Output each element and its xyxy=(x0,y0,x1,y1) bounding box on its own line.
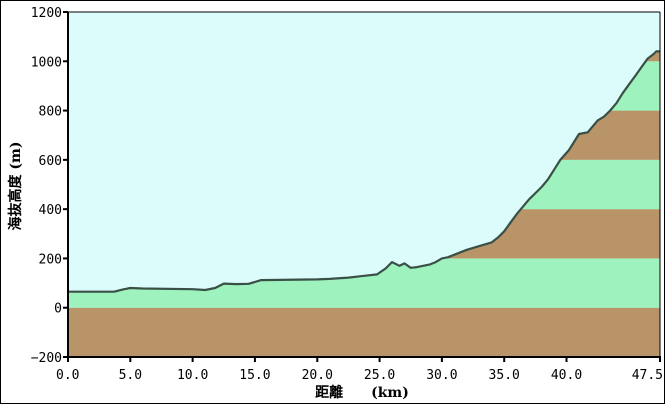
x-tick-label: 5.0 xyxy=(119,368,142,383)
x-axis-title: 距離 (km) xyxy=(315,384,409,401)
x-tick-label: 35.0 xyxy=(489,368,520,383)
y-axis-title: 海抜高度 (m) xyxy=(7,142,24,231)
axes xyxy=(67,11,661,358)
y-tick-label: 400 xyxy=(39,203,62,218)
x-tick-label: 30.0 xyxy=(426,368,457,383)
x-tick-label: 25.0 xyxy=(364,368,395,383)
x-tick-label: 20.0 xyxy=(302,368,333,383)
elevation-profile-line xyxy=(68,50,660,293)
y-tick-label: 800 xyxy=(39,105,62,120)
x-tick-label: 47.5 xyxy=(632,368,663,383)
y-tick-label: 600 xyxy=(39,154,62,169)
y-tick-label: 1200 xyxy=(31,6,62,21)
x-tick-label: 15.0 xyxy=(239,368,270,383)
y-axis-ticks: −200 0 200 400 600 800 1000 1200 xyxy=(31,6,68,366)
x-tick-label: 10.0 xyxy=(177,368,208,383)
y-tick-label: 0 xyxy=(54,302,62,317)
x-tick-label: 0.0 xyxy=(56,368,79,383)
y-tick-label: −200 xyxy=(31,351,62,366)
y-tick-label: 1000 xyxy=(31,55,62,70)
x-axis-ticks: 0.0 5.0 10.0 15.0 20.0 25.0 30.0 35.0 40.0 47.5 xyxy=(56,357,663,383)
x-tick-label: 40.0 xyxy=(551,368,582,383)
y-tick-label: 200 xyxy=(39,252,62,267)
elevation-band xyxy=(68,307,660,357)
